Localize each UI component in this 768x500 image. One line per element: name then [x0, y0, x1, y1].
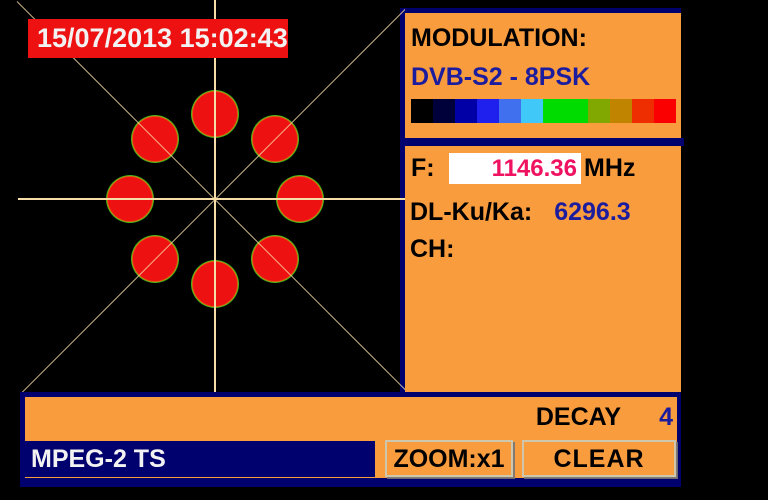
bottom-panel: DECAY 4 MPEG-2 TS ZOOM:x1 CLEAR [20, 392, 681, 487]
clear-button[interactable]: CLEAR [522, 440, 676, 477]
signal-level-palette [411, 99, 676, 123]
datetime-banner: 15/07/2013 15:02:43 [28, 19, 288, 58]
palette-segment [433, 99, 456, 123]
stream-type-bar: MPEG-2 TS [25, 441, 375, 477]
tuning-panel: F: 1146.36 MHz DL-Ku/Ka: 6296.3 CH: [400, 146, 681, 392]
palette-segment [521, 99, 544, 123]
palette-segment [411, 99, 434, 123]
palette-segment [631, 99, 654, 123]
decay-value: 4 [659, 403, 673, 431]
downlink-value: 6296.3 [554, 198, 631, 226]
downlink-row: DL-Ku/Ka: 6296.3 [410, 198, 631, 227]
graticule-diagonal-line [16, 1, 405, 392]
palette-segment [653, 99, 676, 123]
frequency-row: F: 1146.36 MHz [411, 153, 635, 184]
graticule-vertical-axis [214, 0, 216, 392]
palette-segment [609, 99, 632, 123]
palette-segment [455, 99, 478, 123]
modulation-label: MODULATION: [411, 24, 587, 52]
palette-segment [587, 99, 610, 123]
palette-segment [477, 99, 500, 123]
decay-row: DECAY 4 [536, 403, 673, 431]
downlink-label: DL-Ku/Ka: [410, 198, 533, 226]
palette-segment [499, 99, 522, 123]
frequency-input[interactable]: 1146.36 [449, 153, 581, 184]
palette-segment [543, 99, 566, 123]
zoom-button[interactable]: ZOOM:x1 [385, 440, 513, 477]
decay-label: DECAY [535, 403, 622, 431]
frequency-label: F: [411, 154, 435, 182]
channel-label: CH: [410, 235, 455, 263]
channel-row: CH: [410, 235, 454, 264]
panel-divider [400, 138, 684, 146]
modulation-panel: MODULATION: DVB-S2 - 8PSK [400, 8, 681, 138]
constellation-display: 15/07/2013 15:02:43 [0, 0, 405, 392]
frequency-unit: MHz [584, 154, 636, 182]
palette-segment [565, 99, 588, 123]
graticule-horizontal-axis [18, 198, 405, 200]
modulation-value: DVB-S2 - 8PSK [411, 63, 591, 91]
